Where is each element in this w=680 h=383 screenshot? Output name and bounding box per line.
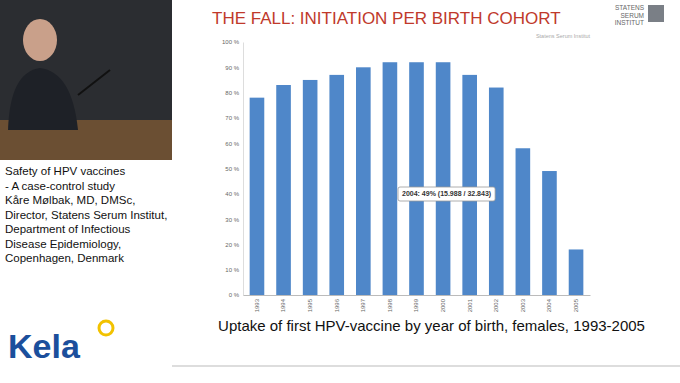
sidebar-text: Safety of HPV vaccines xyxy=(5,165,125,177)
y-tick-label: 40 % xyxy=(225,191,239,197)
bar xyxy=(303,80,318,295)
x-tick-label: 2000 xyxy=(440,298,446,312)
x-tick-label: 1994 xyxy=(280,298,286,312)
x-tick-label: 2005 xyxy=(573,298,579,312)
y-tick: 90 % xyxy=(225,65,243,71)
annotation-box xyxy=(398,187,495,201)
speaker-head xyxy=(23,19,57,61)
x-tick-label: 2002 xyxy=(493,298,499,312)
y-axis-line xyxy=(243,43,244,296)
y-tick: 100 % xyxy=(222,39,243,45)
institute-logo-text: INSTITUT xyxy=(615,19,644,26)
x-tick-label: 1998 xyxy=(387,298,393,312)
sidebar-text: Disease Epidemiology, xyxy=(5,238,121,250)
bar xyxy=(569,249,584,295)
microphone xyxy=(78,70,110,95)
slide: Safety of HPV vaccines - A case-control s… xyxy=(0,0,680,383)
bar xyxy=(356,67,371,295)
x-tick: 1996 xyxy=(334,295,340,312)
y-tick-label: 20 % xyxy=(225,242,239,248)
bar xyxy=(276,85,291,295)
source: Statens Serum Institut xyxy=(536,33,591,39)
bar xyxy=(329,75,344,295)
institute-logo-text: STATENS xyxy=(615,4,645,11)
speaker-video xyxy=(0,0,172,160)
bar xyxy=(542,171,557,295)
y-tick: 70 % xyxy=(225,115,243,121)
bar xyxy=(462,75,477,295)
background xyxy=(0,0,680,383)
y-tick: 30 % xyxy=(225,217,243,223)
y-tick: 60 % xyxy=(225,141,243,147)
x-tick: 2005 xyxy=(573,295,579,312)
x-tick: 2000 xyxy=(440,295,446,312)
sidebar-text: Director, Statens Serum Institut, xyxy=(5,209,167,221)
caption: Uptake of first HPV-vaccine by year of b… xyxy=(218,317,645,334)
x-tick-label: 1996 xyxy=(334,298,340,312)
x-tick: 1994 xyxy=(280,295,286,312)
divider xyxy=(172,366,680,367)
y-tick: 0 % xyxy=(229,292,243,298)
x-tick: 2001 xyxy=(467,295,473,312)
x-tick-label: 1995 xyxy=(307,298,313,312)
x-axis-line xyxy=(244,295,591,296)
sidebar-text: - A case-control study xyxy=(5,180,115,192)
brand-logo: Kela xyxy=(8,327,81,365)
institute-logo-text: SERUM xyxy=(621,12,644,19)
sidebar-text: Copenhagen, Denmark xyxy=(5,252,124,264)
x-tick: 1998 xyxy=(387,295,393,312)
x-tick: 1993 xyxy=(254,295,260,312)
y-tick-label: 30 % xyxy=(225,217,239,223)
y-tick: 80 % xyxy=(225,90,243,96)
y-tick-label: 90 % xyxy=(225,65,239,71)
y-tick-label: 50 % xyxy=(225,166,239,172)
brand-mark xyxy=(99,321,113,335)
bar xyxy=(516,148,531,295)
institute-logo-icon xyxy=(648,5,664,22)
x-tick: 2002 xyxy=(493,295,499,312)
slide-title: THE FALL: INITIATION PER BIRTH COHORT xyxy=(212,9,561,28)
bar xyxy=(436,62,451,295)
x-tick: 1999 xyxy=(413,295,419,312)
bar xyxy=(250,98,265,295)
video-frame xyxy=(0,0,172,160)
x-tick-label: 1999 xyxy=(413,298,419,312)
x-tick-label: 1993 xyxy=(254,298,260,312)
x-tick-label: 1997 xyxy=(360,298,366,312)
y-tick: 50 % xyxy=(225,166,243,172)
annotation: 2004: 49% (15.988 / 32.843) xyxy=(398,187,495,201)
bar xyxy=(409,62,424,295)
x-tick-label: 2003 xyxy=(520,298,526,312)
y-tick: 10 % xyxy=(225,267,243,273)
y-axis: 0 % 10 % 20 % 30 % 40 % 50 % 60 % 70 % 80 % 90 % 1… xyxy=(222,39,244,298)
y-tick-label: 70 % xyxy=(225,115,239,121)
sidebar-text: Department of Infectious xyxy=(5,223,131,235)
bars xyxy=(250,62,584,295)
x-tick: 2004 xyxy=(546,295,552,312)
x-axis: 1993 1994 1995 1996 1997 1998 1999 2000 2001 2002… xyxy=(244,295,591,312)
annotation-text: 2004: 49% (15.988 / 32.843) xyxy=(402,190,491,198)
y-tick-label: 0 % xyxy=(229,292,240,298)
x-tick-label: 2001 xyxy=(467,298,473,312)
y-tick: 40 % xyxy=(225,191,243,197)
x-tick: 1997 xyxy=(360,295,366,312)
sidebar-text: Kåre Mølbak, MD, DMSc, xyxy=(5,194,135,206)
y-tick-label: 60 % xyxy=(225,141,239,147)
y-tick: 20 % xyxy=(225,242,243,248)
speaker-body xyxy=(8,68,78,130)
y-tick-label: 80 % xyxy=(225,90,239,96)
x-tick: 1995 xyxy=(307,295,313,312)
y-tick-label: 10 % xyxy=(225,267,239,273)
x-tick-label: 2004 xyxy=(546,298,552,312)
y-tick-label: 100 % xyxy=(222,39,240,45)
bar xyxy=(383,62,398,295)
x-tick: 2003 xyxy=(520,295,526,312)
